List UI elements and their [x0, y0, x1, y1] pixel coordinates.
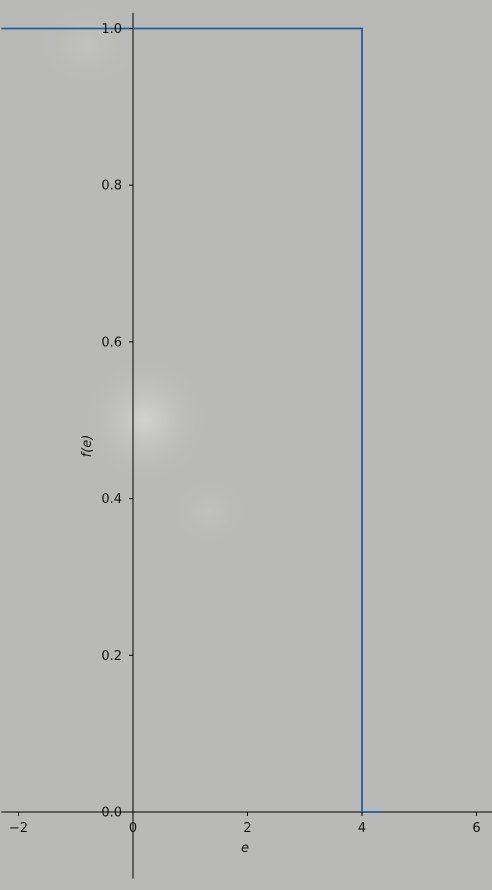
x-tick-label: 2 [243, 821, 251, 836]
x-axis-label: e [241, 841, 249, 856]
background-texture [33, 0, 250, 547]
y-tick-label: 0.6 [101, 335, 122, 350]
x-tick-label: 0 [129, 821, 137, 836]
y-tick-label: 1.0 [101, 22, 122, 37]
y-tick-label: 0.4 [101, 492, 122, 507]
y-axis-label: f(e) [80, 435, 95, 458]
x-tick-label: 4 [358, 821, 366, 836]
y-tick-label: 0.2 [101, 649, 122, 664]
axes [1, 12, 492, 879]
x-tick-label: 6 [472, 821, 480, 836]
series-line [1, 27, 383, 813]
tick-labels: −2 0 2 4 6 0.0 0.2 0.4 0.6 0.8 1.0 [9, 22, 481, 836]
y-tick-label: 0.8 [101, 179, 122, 194]
y-tick-label: 0.0 [101, 806, 122, 821]
x-tick-label: −2 [9, 821, 28, 836]
series-layer [1, 27, 383, 813]
